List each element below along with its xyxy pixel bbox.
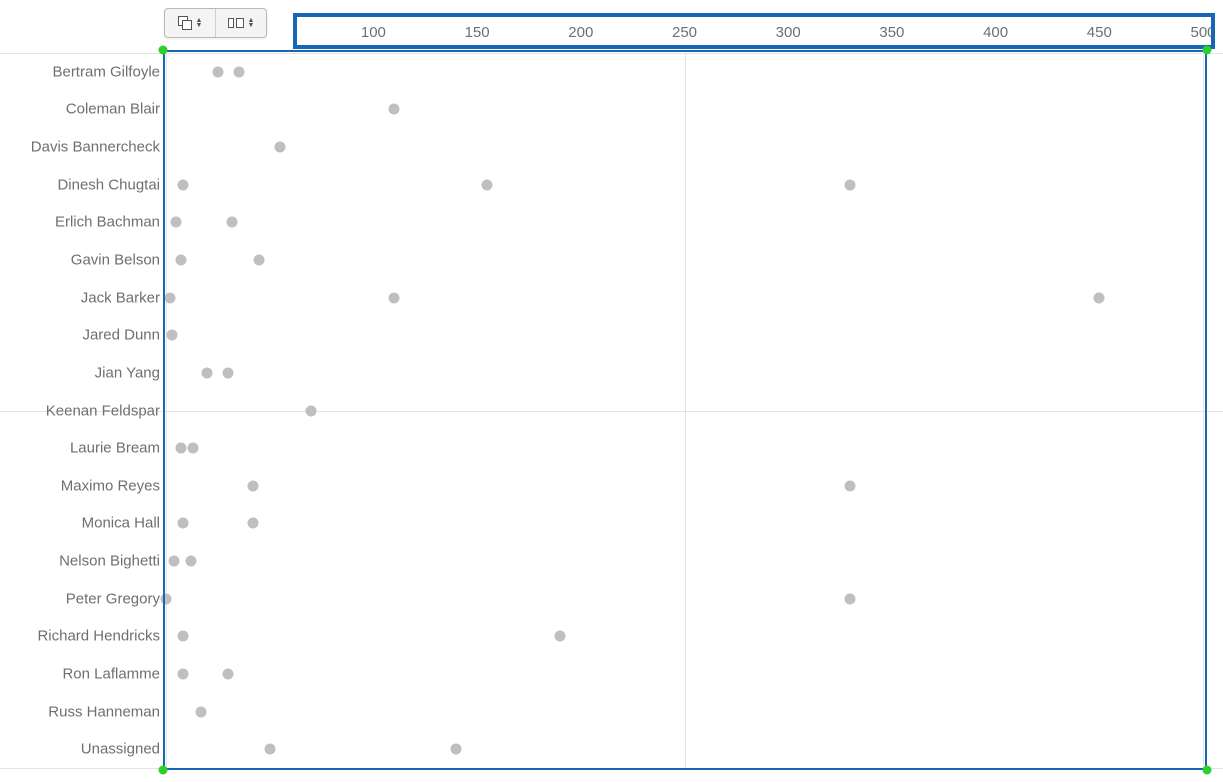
data-point[interactable] (233, 66, 244, 77)
h-gridline (0, 53, 1223, 54)
data-point[interactable] (845, 179, 856, 190)
h-gridline (0, 768, 1223, 769)
data-point[interactable] (223, 668, 234, 679)
data-point[interactable] (248, 480, 259, 491)
data-point[interactable] (187, 443, 198, 454)
data-point[interactable] (223, 367, 234, 378)
scatter-chart: ▲▼ ▲▼ 100 150 200 250 300 350 400 450 500 Bertram… (0, 0, 1223, 782)
x-axis-tick: 300 (776, 24, 801, 41)
y-axis-label: Jack Barker (81, 289, 160, 306)
layout-button[interactable]: ▲▼ (215, 9, 266, 37)
selection-handle[interactable] (1203, 46, 1212, 55)
data-point[interactable] (482, 179, 493, 190)
data-point[interactable] (389, 292, 400, 303)
data-point[interactable] (248, 518, 259, 529)
v-gridline (1203, 53, 1204, 768)
data-point[interactable] (254, 254, 265, 265)
data-point[interactable] (196, 706, 207, 717)
data-point[interactable] (185, 556, 196, 567)
y-axis-label: Maximo Reyes (61, 477, 160, 494)
data-point[interactable] (202, 367, 213, 378)
v-gridline (166, 53, 167, 768)
data-point[interactable] (175, 443, 186, 454)
data-point[interactable] (306, 405, 317, 416)
x-axis-tick: 150 (465, 24, 490, 41)
x-axis-tick: 450 (1087, 24, 1112, 41)
sort-icon: ▲▼ (248, 18, 255, 28)
data-point[interactable] (845, 480, 856, 491)
data-point[interactable] (227, 217, 238, 228)
y-axis-label: Jian Yang (95, 364, 160, 381)
data-point[interactable] (171, 217, 182, 228)
data-point[interactable] (165, 292, 176, 303)
y-axis-label: Peter Gregory (66, 590, 160, 607)
y-axis-label: Davis Bannercheck (31, 139, 160, 156)
layout-icon (228, 17, 244, 29)
data-point[interactable] (275, 142, 286, 153)
selection-handle[interactable] (159, 766, 168, 775)
data-point[interactable] (175, 254, 186, 265)
data-point[interactable] (177, 631, 188, 642)
stack-icon (178, 16, 192, 30)
data-point[interactable] (1094, 292, 1105, 303)
data-point[interactable] (177, 518, 188, 529)
data-point[interactable] (845, 593, 856, 604)
y-axis-label: Nelson Bighetti (59, 553, 160, 570)
x-axis-tick: 200 (568, 24, 593, 41)
y-axis-label: Unassigned (81, 741, 160, 758)
y-axis-label: Dinesh Chugtai (57, 176, 160, 193)
data-point[interactable] (451, 744, 462, 755)
x-axis-tick: 250 (672, 24, 697, 41)
selection-handle[interactable] (1203, 766, 1212, 775)
data-point[interactable] (177, 179, 188, 190)
h-gridline (0, 411, 1223, 412)
data-point[interactable] (169, 556, 180, 567)
x-axis-tick: 100 (361, 24, 386, 41)
v-gridline (685, 53, 686, 768)
x-axis-tick: 500 (1190, 24, 1215, 41)
y-axis-label: Gavin Belson (71, 251, 160, 268)
data-point[interactable] (264, 744, 275, 755)
data-point[interactable] (177, 668, 188, 679)
data-point[interactable] (212, 66, 223, 77)
x-axis-tick: 400 (983, 24, 1008, 41)
sort-icon: ▲▼ (196, 18, 203, 28)
selection-handle[interactable] (159, 46, 168, 55)
y-axis-label: Laurie Bream (70, 440, 160, 457)
y-axis-label: Keenan Feldspar (46, 402, 160, 419)
stack-button[interactable]: ▲▼ (165, 9, 215, 37)
data-point[interactable] (555, 631, 566, 642)
y-axis-label: Erlich Bachman (55, 214, 160, 231)
y-axis-label: Russ Hanneman (48, 703, 160, 720)
y-axis-label: Monica Hall (82, 515, 160, 532)
y-axis-label: Richard Hendricks (37, 628, 160, 645)
y-axis-label: Bertram Gilfoyle (52, 63, 160, 80)
chart-toolbar: ▲▼ ▲▼ (164, 8, 267, 38)
y-axis-label: Ron Laflamme (62, 665, 160, 682)
y-axis-label: Coleman Blair (66, 101, 160, 118)
data-point[interactable] (167, 330, 178, 341)
y-axis-label: Jared Dunn (82, 327, 160, 344)
data-point[interactable] (389, 104, 400, 115)
selection-box-axis[interactable] (293, 13, 1215, 49)
x-axis-tick: 350 (879, 24, 904, 41)
data-point[interactable] (161, 593, 172, 604)
